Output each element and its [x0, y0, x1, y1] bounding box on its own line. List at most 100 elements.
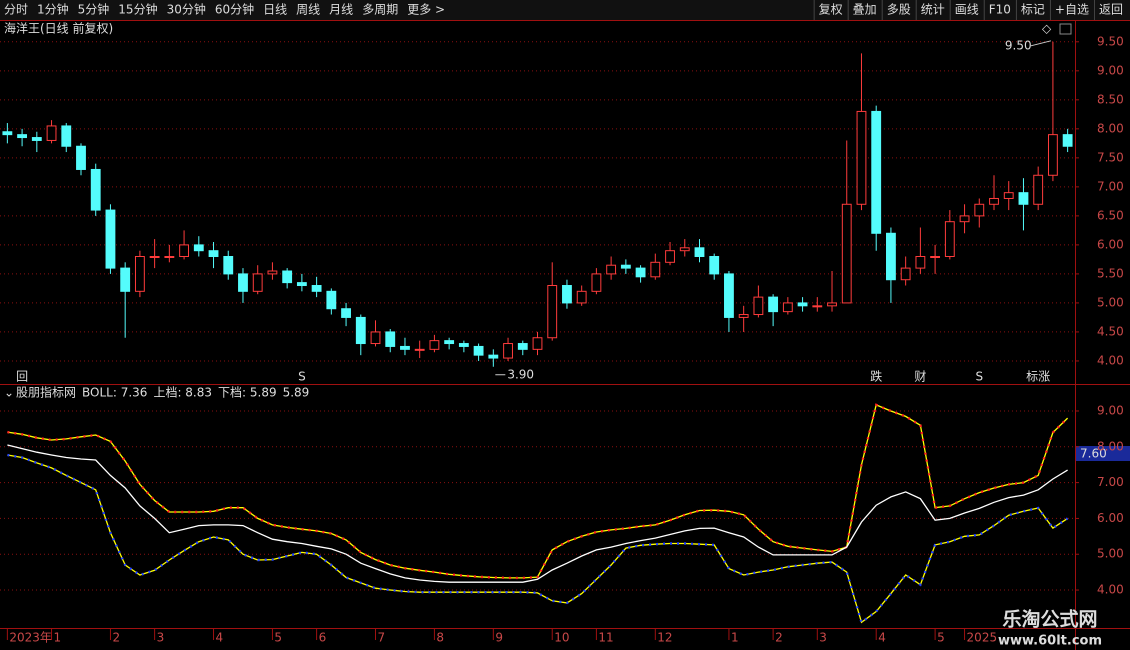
candle-body: [517, 343, 528, 350]
event-marker[interactable]: S: [298, 370, 306, 384]
price-tag: 7.60: [1080, 447, 1107, 461]
tab[interactable]: 日线: [263, 3, 287, 17]
candle-body: [694, 247, 705, 258]
y-tick-label: 7.00: [1097, 179, 1124, 193]
candle-body: [223, 256, 234, 275]
y-tick-label: 5.50: [1097, 266, 1124, 280]
watermark-title: 乐淘公式网: [1002, 608, 1097, 631]
toolbar-button[interactable]: 复权: [819, 3, 843, 17]
x-tick-label: 8: [436, 631, 444, 645]
x-tick-label: 10: [554, 631, 569, 645]
candle-body: [252, 273, 263, 292]
candle-body: [355, 316, 366, 345]
candle-body: [679, 247, 690, 252]
candle-body: [164, 256, 175, 259]
tab[interactable]: 月线: [329, 3, 353, 17]
icon[interactable]: [1059, 23, 1072, 35]
candle-body: [709, 256, 720, 275]
candle-body: [959, 215, 970, 223]
y-tick-label: 6.00: [1097, 237, 1124, 251]
tab[interactable]: 周线: [296, 3, 320, 17]
candle-body: [841, 203, 852, 304]
candle-body: [576, 290, 587, 304]
x-tick-label: 3: [157, 631, 165, 645]
icon[interactable]: ⌄: [4, 386, 14, 400]
candle-body: [1047, 134, 1058, 176]
tab[interactable]: 5分钟: [78, 2, 110, 17]
y-tick-label: 8.00: [1097, 121, 1124, 135]
y-tick-label: 8.50: [1097, 92, 1124, 106]
toolbar-button[interactable]: +自选: [1055, 3, 1089, 17]
tab[interactable]: 更多 >: [407, 3, 445, 17]
line: [7, 444, 1068, 583]
candle-body: [1033, 174, 1044, 205]
candle-body: [856, 110, 867, 205]
candle-body: [606, 264, 617, 275]
event-marker[interactable]: 财: [914, 370, 926, 384]
annotation: 3.90: [507, 367, 534, 381]
candle-body: [134, 256, 145, 292]
candle-body: [871, 110, 882, 234]
candle-body: [1018, 192, 1029, 205]
candle-body: [620, 264, 631, 269]
event-marker[interactable]: 跌: [870, 369, 882, 384]
tab[interactable]: 60分钟: [215, 2, 254, 17]
toolbar-button[interactable]: F10: [989, 3, 1011, 17]
candle-body: [768, 296, 779, 313]
y-tick-label: 4.50: [1097, 324, 1124, 338]
candle-body: [930, 256, 941, 259]
candle-body: [797, 302, 808, 307]
candle-body: [473, 345, 484, 356]
tab[interactable]: 30分钟: [167, 2, 206, 17]
candle-body: [120, 267, 131, 292]
event-marker[interactable]: 回: [16, 370, 28, 384]
tab[interactable]: 1分钟: [37, 2, 69, 17]
indicator-label: BOLL: 7.36: [82, 386, 147, 400]
x-tick-label: 2: [112, 631, 120, 645]
candle-body: [296, 282, 307, 287]
candle-body: [429, 340, 440, 350]
candle-body: [326, 290, 337, 310]
candle-body: [267, 270, 278, 275]
candle-body: [400, 345, 410, 350]
tab[interactable]: 15分钟: [118, 2, 157, 17]
candle-body: [547, 285, 558, 339]
candle-body: [31, 137, 42, 141]
x-tick-label: 2025: [967, 631, 998, 645]
candle-body: [90, 168, 101, 211]
candle-body: [827, 302, 837, 307]
x-tick-label: 6: [319, 631, 327, 645]
toolbar-bg: [0, 0, 1130, 20]
candle-body: [193, 244, 204, 252]
candle-body: [650, 261, 661, 278]
candle-body: [753, 296, 764, 316]
indicator-label: 上档: 8.83: [153, 386, 212, 400]
candle-body: [179, 244, 189, 258]
tab[interactable]: 多周期: [362, 3, 398, 17]
y-tick-label: 4.00: [1097, 353, 1124, 367]
toolbar-button[interactable]: 返回: [1099, 3, 1123, 17]
tab[interactable]: 分时: [4, 3, 28, 17]
candle-body: [488, 354, 499, 359]
toolbar-button[interactable]: 多股: [887, 3, 911, 17]
candle-body: [282, 270, 293, 284]
y-tick-label: 6.00: [1097, 511, 1124, 525]
x-tick-label: 7: [378, 631, 386, 645]
candle-body: [76, 145, 86, 170]
event-marker[interactable]: 标涨: [1026, 369, 1050, 384]
candle-body: [370, 331, 381, 345]
x-tick-label: 5: [274, 631, 282, 645]
event-marker[interactable]: S: [975, 370, 983, 384]
toolbar-button[interactable]: 叠加: [853, 3, 877, 17]
candle-body: [149, 256, 160, 259]
toolbar-button[interactable]: 画线: [955, 3, 979, 17]
indicator-label: 5.89: [283, 386, 310, 400]
candle-body: [503, 343, 513, 359]
candle-body: [989, 197, 999, 205]
toolbar-button[interactable]: 统计: [921, 3, 945, 17]
x-tick-label: 5: [937, 631, 945, 645]
icon[interactable]: ◇: [1042, 22, 1052, 36]
toolbar-button[interactable]: 标记: [1021, 3, 1045, 17]
